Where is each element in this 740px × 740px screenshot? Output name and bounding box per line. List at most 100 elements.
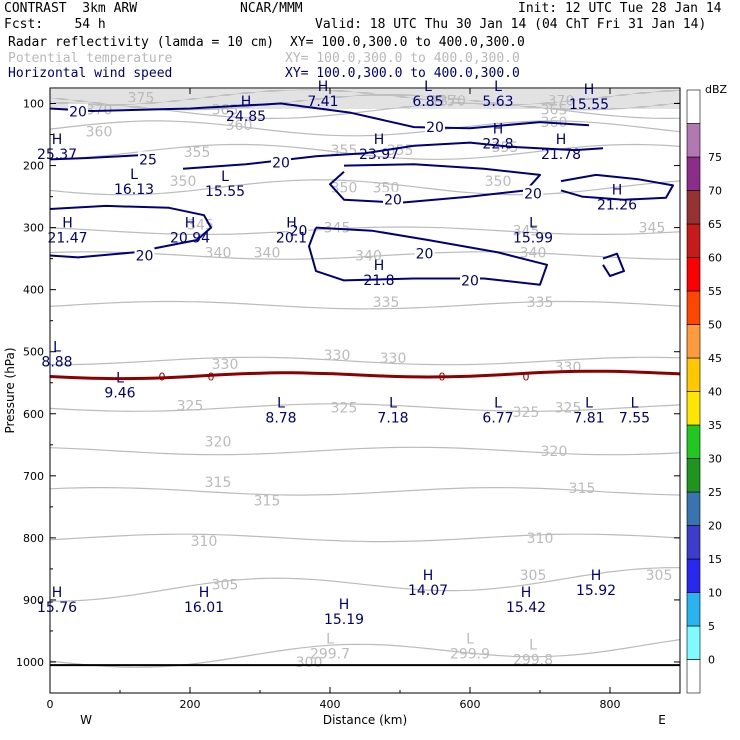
y-tick-label: 800 [23, 532, 44, 545]
colorbar-tick-label: 35 [708, 419, 722, 432]
colorbar-swatch [686, 525, 701, 560]
theta-contour-355 [49, 143, 681, 160]
colorbar-swatch [686, 190, 701, 225]
x-tick-label: 800 [600, 698, 621, 711]
wind-label-bg [68, 103, 88, 119]
theta-label: 365 [541, 103, 568, 119]
extremum-value: 16.01 [184, 600, 224, 616]
wind-contour-20 [308, 226, 548, 286]
y-tick-label: 200 [23, 160, 44, 173]
theta-contour-320 [49, 446, 681, 456]
theta-label: 340 [355, 249, 382, 265]
theta-label: 320 [541, 444, 568, 460]
colorbar-swatch [686, 625, 701, 660]
colorbar-tick-label: 45 [708, 352, 722, 365]
theta-label: 360 [226, 118, 253, 134]
extremum-value: 15.76 [37, 600, 77, 616]
extremum-marker: H [286, 216, 297, 232]
extremum-marker: L [389, 396, 397, 412]
x-axis-title: Distance (km) [323, 713, 407, 727]
extremum-marker: H [423, 568, 434, 584]
colorbar-swatch [686, 558, 701, 593]
colorbar-swatch [686, 424, 701, 459]
extremum-marker: L [494, 79, 502, 95]
extremum-value: 299.9 [450, 646, 490, 662]
theta-contour-360 [49, 120, 681, 137]
y-tick-label: 700 [23, 470, 44, 483]
forecast-hour: Fcst: 54 h [4, 17, 106, 32]
theta-contour-305 [49, 567, 680, 602]
theta-label: 370 [439, 93, 466, 109]
theta-label: 315 [254, 494, 281, 510]
theta-label: 375 [429, 93, 456, 109]
extremum-marker: H [374, 258, 385, 274]
colorbar-tick-label: 60 [708, 252, 722, 265]
wind-label: 20 [524, 186, 542, 202]
theta-label: 305 [212, 577, 239, 593]
extremum-marker: L [424, 79, 432, 95]
theta-contour-310 [49, 533, 681, 543]
wind-label-bg [138, 151, 158, 167]
extremum-value: 7.41 [307, 94, 338, 110]
extremum-value: 299.7 [310, 646, 350, 662]
extremum-value: 299.8 [513, 653, 553, 669]
theta-label: 310 [191, 534, 218, 550]
extremum-marker: H [584, 82, 595, 98]
colorbar-swatch [686, 123, 701, 158]
extremum-value: 16.13 [114, 182, 154, 198]
theta-label: 350 [485, 174, 512, 190]
extremum-marker: L [326, 631, 334, 647]
theta-contour-350 [49, 179, 681, 196]
extremum-marker: L [466, 631, 474, 647]
theta-label: 355 [184, 145, 211, 161]
theta-contour-345 [49, 226, 681, 235]
theta-label: 375 [128, 90, 155, 106]
theta-label: 340 [205, 245, 232, 261]
colorbar-tick-label: 50 [708, 319, 722, 332]
colorbar-tick-label: 30 [708, 453, 722, 466]
extremum-marker: L [631, 396, 639, 412]
theta-label: 330 [324, 348, 351, 364]
extremum-value: 6.77 [482, 411, 513, 427]
wind-contour-20 [560, 173, 674, 201]
model-title: CONTRAST 3km ARW [4, 1, 138, 16]
colorbar-swatch [686, 290, 701, 325]
extremum-marker: H [185, 216, 196, 232]
extremum-marker: H [52, 132, 63, 148]
wind-label-bg [134, 247, 155, 263]
freezing-level-label: 0 [439, 371, 446, 384]
colorbar-swatch [686, 89, 701, 124]
theta-label: 325 [331, 401, 358, 417]
freezing-level-label: 0 [523, 371, 530, 384]
extremum-marker: H [52, 585, 63, 601]
colorbar-swatch [686, 257, 701, 292]
x-tick-label: 400 [320, 698, 341, 711]
extremum-value: 15.55 [569, 97, 609, 113]
extremum-marker: H [521, 585, 532, 601]
colorbar-tick-label: 25 [708, 486, 722, 499]
wind-label-bg [383, 191, 403, 207]
theta-contour-300 [49, 639, 681, 668]
theta-label: 345 [513, 224, 540, 240]
theta-label: 335 [373, 295, 400, 311]
y-tick-label: 100 [23, 98, 44, 111]
extremum-marker: L [494, 396, 502, 412]
x-tick-label: 600 [460, 698, 481, 711]
wind-label: 20 [272, 155, 290, 171]
theta-label: 330 [555, 360, 582, 376]
init-time: Init: 12 UTC Tue 28 Jan 14 [518, 1, 722, 16]
colorbar-tick-label: 15 [708, 553, 722, 566]
wind-label: 20 [416, 247, 434, 263]
wind-label-bg [523, 185, 543, 201]
extremum-value: 15.99 [513, 231, 553, 247]
colorbar-swatch [686, 458, 701, 493]
extremum-value: 25.37 [37, 147, 77, 163]
wind-contour-20 [602, 252, 625, 277]
extremum-value: 9.46 [104, 386, 135, 402]
theta-label: 315 [205, 475, 232, 491]
theta-contour-335 [49, 300, 681, 310]
extremum-marker: L [130, 167, 138, 183]
colorbar-swatch [686, 223, 701, 258]
y-tick-label: 1000 [16, 656, 44, 669]
